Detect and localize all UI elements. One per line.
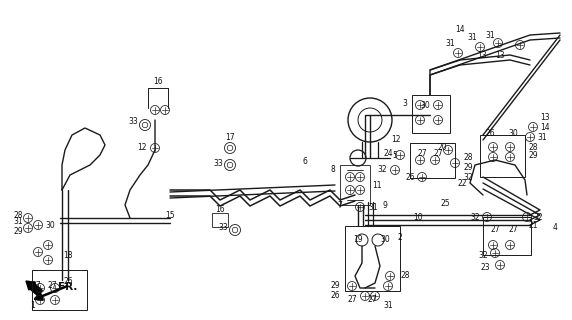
Text: 29: 29 [13,228,23,236]
Text: 13: 13 [477,51,487,60]
Text: 31: 31 [485,30,495,39]
Text: 7: 7 [337,201,343,210]
Text: 12: 12 [137,143,147,153]
Text: 31: 31 [537,132,547,141]
Text: 29: 29 [528,150,538,159]
Text: 26: 26 [330,292,340,300]
Text: 31: 31 [368,204,378,212]
Text: 32: 32 [463,172,473,181]
Text: 15: 15 [165,211,175,220]
Text: 21: 21 [529,220,538,229]
Text: 32: 32 [533,212,543,221]
Text: FR.: FR. [58,282,77,292]
Text: 28: 28 [463,153,472,162]
Text: 33: 33 [128,117,138,126]
Text: 29: 29 [330,282,340,291]
Text: 13: 13 [540,113,550,122]
Text: 31: 31 [13,218,23,227]
Text: 27: 27 [417,148,427,157]
Text: 20: 20 [437,142,447,151]
Text: 16: 16 [153,77,163,86]
Bar [32,270,87,310]
Text: 1: 1 [31,300,35,309]
Bar [412,95,450,133]
Text: 27: 27 [508,225,518,234]
Text: 33: 33 [218,222,228,231]
Text: 3: 3 [403,99,407,108]
Text: 28: 28 [529,142,538,151]
Bar [480,135,525,177]
Text: 27: 27 [367,295,377,305]
Text: 24: 24 [383,148,393,157]
Text: 14: 14 [455,26,465,35]
Bar [483,217,531,255]
Text: 14: 14 [540,123,550,132]
Text: 12: 12 [391,135,401,145]
Text: 27: 27 [433,148,443,157]
Text: 8: 8 [331,165,335,174]
Text: 27: 27 [31,281,41,290]
Text: 33: 33 [213,158,223,167]
Text: 28: 28 [13,211,23,220]
Bar [345,226,400,291]
Text: 26: 26 [405,172,415,181]
Text: 11: 11 [372,180,382,189]
Text: 25: 25 [440,198,450,207]
Text: 26: 26 [485,129,495,138]
Text: 30: 30 [380,236,390,244]
Text: 27: 27 [47,281,57,290]
Text: 32: 32 [478,251,488,260]
Text: 9: 9 [383,201,387,210]
Text: 31: 31 [383,301,393,310]
Text: 32: 32 [377,165,387,174]
Text: 13: 13 [495,51,505,60]
Text: 23: 23 [480,262,490,271]
Bar [212,213,228,227]
Text: 30: 30 [420,100,430,109]
Text: 32: 32 [470,212,480,221]
Text: 17: 17 [225,133,235,142]
Text: 19: 19 [353,236,363,244]
Text: 5: 5 [392,150,398,159]
Text: 22: 22 [457,179,467,188]
Text: 27: 27 [347,295,357,305]
Text: 18: 18 [63,251,73,260]
Text: 16: 16 [215,205,225,214]
Text: 31: 31 [467,33,477,42]
Text: 29: 29 [463,163,473,172]
Text: 4: 4 [553,222,558,231]
Text: 2: 2 [398,234,402,243]
Text: 30: 30 [508,129,518,138]
Bar [410,143,455,178]
FancyArrow shape [26,281,42,296]
Text: 26: 26 [63,277,73,286]
Text: 28: 28 [400,271,410,281]
Text: 31: 31 [445,38,455,47]
Text: 27: 27 [490,225,500,234]
Text: 10: 10 [413,213,423,222]
Text: 30: 30 [45,220,55,229]
Bar [340,165,370,205]
Text: 6: 6 [303,157,307,166]
